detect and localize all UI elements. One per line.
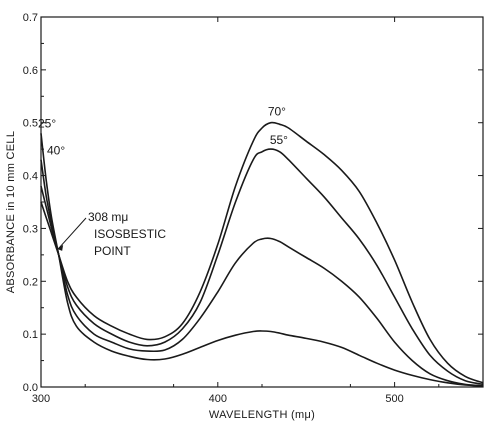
series-line-0 <box>40 121 484 384</box>
annotation-line: 308 mμ <box>88 210 128 224</box>
y-axis-title: ABSORBANCE in 10 mm CELL <box>5 131 17 293</box>
x-tick-label: 400 <box>209 393 227 405</box>
annotation-line: ISOSBESTIC <box>94 227 166 241</box>
y-tick-label: 0.2 <box>23 276 38 288</box>
x-tick-label: 300 <box>32 393 50 405</box>
y-tick-label: 0.0 <box>23 382 38 394</box>
y-tick-label: 0.6 <box>23 65 38 77</box>
y-tick-label: 0.7 <box>23 12 38 24</box>
annotation-line: POINT <box>94 244 131 258</box>
series-label: 40° <box>47 144 65 158</box>
x-axis-title: WAVELENGTH (mμ) <box>209 409 315 421</box>
series-line-3 <box>40 133 484 387</box>
series-line-1 <box>40 148 484 386</box>
arrowhead-icon <box>57 244 64 251</box>
axes: 0.0 0.1 0.2 0.3 0.4 0.5 0.6 0.7 300 400 500 <box>23 12 484 405</box>
series-label: 25° <box>38 116 56 130</box>
labels: 70° 55° 40° 25° 308 mμ ISOSBESTIC POINT <box>38 105 288 258</box>
annotation-arrow <box>57 217 87 250</box>
series-label: 70° <box>268 105 286 119</box>
series-line-2 <box>40 159 484 387</box>
y-tick-label: 0.3 <box>23 223 38 235</box>
x-tick-label: 500 <box>385 393 403 405</box>
curves <box>40 121 484 387</box>
y-tick-label: 0.1 <box>23 329 38 341</box>
y-tick-label: 0.4 <box>23 171 38 183</box>
y-tick-label: 0.5 <box>23 118 38 130</box>
series-label: 55° <box>270 133 288 147</box>
